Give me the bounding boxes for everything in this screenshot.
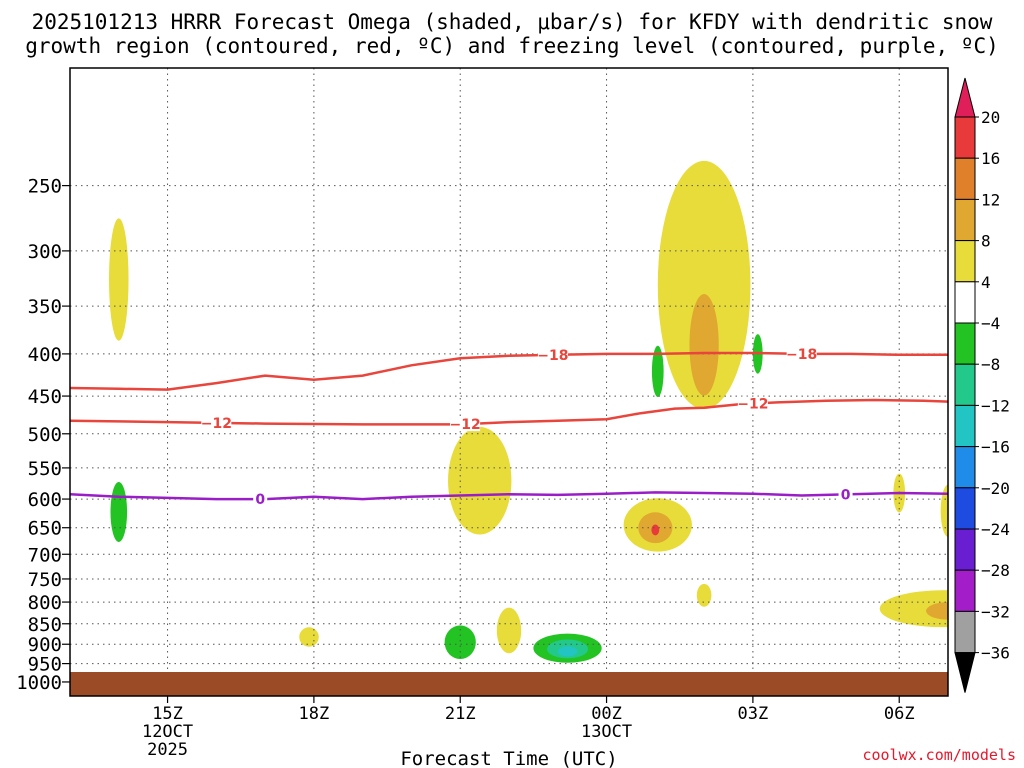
colorbar-swatch-8 bbox=[954, 404, 976, 448]
isotherm-label-freezing-level-0: 0 bbox=[255, 492, 265, 508]
isotherm-label-bg-dgz-bottom-2 bbox=[737, 396, 768, 411]
omega-region-up-01z-mid bbox=[651, 345, 664, 397]
colorbar-label-9: −20 bbox=[981, 479, 1010, 498]
colorbar-swatch-6 bbox=[954, 322, 976, 365]
isotherm-label-dgz-top-0: −18 bbox=[537, 348, 568, 364]
x-tick-year-15Z: 2025 bbox=[147, 740, 188, 760]
y-tick-label-400: 400 bbox=[28, 344, 62, 366]
colorbar-label-1: 16 bbox=[981, 149, 1000, 168]
y-tick-label-250: 250 bbox=[28, 176, 62, 198]
colorbar-swatch-7 bbox=[954, 363, 976, 406]
omega-region-down-2130z-low bbox=[496, 607, 522, 654]
y-tick-label-600: 600 bbox=[28, 489, 62, 511]
y-tick-label-650: 650 bbox=[28, 518, 62, 540]
omega-region-up-21z-low bbox=[444, 625, 476, 660]
omega-shading bbox=[109, 160, 948, 663]
y-tick-label-350: 350 bbox=[28, 296, 62, 318]
y-tick-label-300: 300 bbox=[28, 241, 62, 263]
omega-region-down-18z bbox=[299, 627, 319, 647]
x-tick-label-18Z: 18Z bbox=[299, 704, 330, 724]
isotherm-label-bg-dgz-top-0 bbox=[537, 347, 568, 362]
colorbar-label-0: 20 bbox=[981, 108, 1000, 127]
colorbar-label-4: 4 bbox=[981, 273, 991, 292]
x-tick-label-03Z: 03Z bbox=[738, 704, 769, 724]
isotherm-label-bg-dgz-top-1 bbox=[786, 346, 817, 361]
omega-region-up-15z-lower bbox=[110, 481, 128, 542]
colorbar-swatch-13 bbox=[954, 610, 976, 654]
colorbar-top-arrow bbox=[954, 77, 976, 118]
colorbar-label-8: −16 bbox=[981, 438, 1010, 457]
y-tick-label-850: 850 bbox=[28, 614, 62, 636]
omega-region-down-02z-upper bbox=[657, 160, 751, 410]
isotherm-dgz-bottom bbox=[70, 398, 948, 426]
isotherm-label-dgz-bottom-0: −12 bbox=[201, 416, 232, 432]
colorbar-swatch-2 bbox=[954, 157, 976, 200]
colorbar-bottom-arrow bbox=[954, 652, 976, 693]
colorbar-label-13: −36 bbox=[981, 644, 1010, 663]
colorbar-label-11: −28 bbox=[981, 561, 1010, 580]
colorbar-swatch-1 bbox=[954, 116, 976, 159]
colorbar-label-10: −24 bbox=[981, 520, 1010, 539]
colorbar-swatch-10 bbox=[954, 487, 976, 530]
colorbar-swatch-5 bbox=[954, 281, 976, 324]
ground-bar bbox=[70, 672, 948, 696]
y-tick-label-900: 900 bbox=[28, 634, 62, 656]
colorbar-swatch-3 bbox=[954, 198, 976, 242]
chart-title-line-2: growth region (contoured, red, ºC) and f… bbox=[25, 34, 999, 58]
isotherm-label-bg-dgz-bottom-1 bbox=[450, 417, 481, 432]
ground-surface bbox=[70, 672, 948, 696]
x-tick-date-00Z: 13OCT bbox=[581, 722, 632, 742]
isotherm-label-dgz-bottom-2: −12 bbox=[737, 396, 768, 412]
colorbar-label-5: −4 bbox=[981, 314, 1000, 333]
omega-region-down-edge-mid bbox=[940, 484, 948, 537]
colorbar-label-2: 12 bbox=[981, 190, 1000, 209]
y-tick-label-450: 450 bbox=[28, 386, 62, 408]
colorbar-label-12: −32 bbox=[981, 602, 1010, 621]
x-tick-label-06Z: 06Z bbox=[884, 704, 915, 724]
colorbar: 20 16 12 8 4 −4 −8 −12 −16 −20 −24 −28 −32 −36 bbox=[954, 77, 1010, 693]
plot-frame bbox=[69, 67, 949, 697]
isotherm-label-dgz-bottom-1: −12 bbox=[449, 417, 480, 433]
axes: 2503003504004505005506006507007508008509… bbox=[16, 176, 914, 760]
colorbar-label-6: −8 bbox=[981, 355, 1000, 374]
colorbar-swatch-12 bbox=[954, 569, 976, 612]
colorbar-swatch-9 bbox=[954, 446, 976, 489]
isotherm-label-bg-freezing-level-0 bbox=[253, 492, 268, 507]
isotherm-contours: −18 −18 −12 −12 −12 0 0 bbox=[70, 346, 948, 508]
isotherm-label-bg-freezing-level-1 bbox=[838, 487, 853, 502]
omega-region-down-06z-low-core bbox=[926, 602, 948, 620]
colorbar-swatch-4 bbox=[954, 240, 976, 283]
omega-region-up-2330z-low-center bbox=[557, 646, 578, 657]
x-tick-label-00Z: 00Z bbox=[591, 704, 622, 724]
grid bbox=[70, 68, 948, 696]
x-tick-date-15Z: 12OCT bbox=[142, 722, 193, 742]
omega-region-down-01z-650-center bbox=[651, 524, 660, 536]
y-tick-label-750: 750 bbox=[28, 569, 62, 591]
x-axis-label: Forecast Time (UTC) bbox=[400, 748, 617, 768]
isotherm-label-freezing-level-1: 0 bbox=[841, 487, 851, 503]
chart-title-line-1: 2025101213 HRRR Forecast Omega (shaded, … bbox=[31, 10, 993, 34]
colorbar-swatch-11 bbox=[954, 528, 976, 571]
credit-link[interactable]: coolwx.com/models bbox=[862, 746, 1016, 764]
omega-region-down-06z-low bbox=[879, 590, 948, 628]
y-tick-label-500: 500 bbox=[28, 424, 62, 446]
omega-region-down-21z-mid bbox=[448, 426, 512, 535]
omega-region-up-15z-upper bbox=[109, 218, 129, 341]
colorbar-label-3: 8 bbox=[981, 232, 991, 251]
isotherm-label-bg-dgz-bottom-0 bbox=[201, 415, 232, 430]
isotherm-freezing-level bbox=[70, 491, 948, 501]
x-tick-label-15Z: 15Z bbox=[152, 704, 183, 724]
y-tick-label-800: 800 bbox=[28, 592, 62, 614]
y-tick-label-950: 950 bbox=[28, 654, 62, 676]
y-tick-label-550: 550 bbox=[28, 458, 62, 480]
x-tick-label-21Z: 21Z bbox=[445, 704, 476, 724]
y-tick-label-1000: 1000 bbox=[16, 672, 62, 694]
colorbar-label-7: −12 bbox=[981, 396, 1010, 415]
y-tick-label-700: 700 bbox=[28, 544, 62, 566]
omega-region-down-02z-upper-core bbox=[689, 293, 719, 396]
omega-region-down-0130z-low bbox=[696, 583, 712, 607]
isotherm-label-dgz-top-1: −18 bbox=[786, 347, 817, 363]
